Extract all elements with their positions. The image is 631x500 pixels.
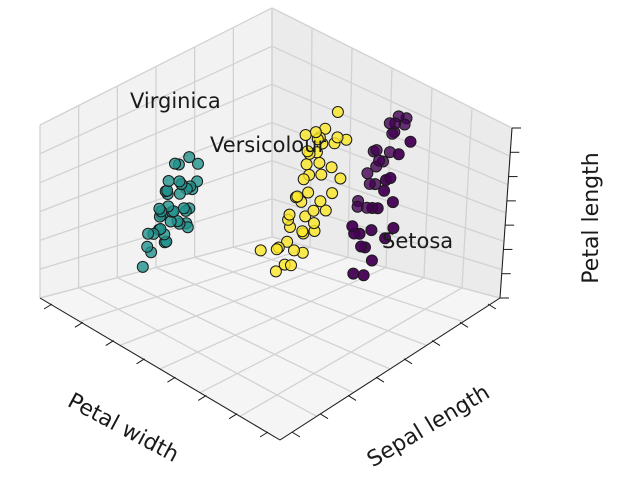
data-point-virginica: [404, 135, 417, 148]
right-pane-grid-line: [271, 45, 511, 157]
data-point-versicolour: [281, 235, 294, 248]
data-point-setosa: [162, 175, 175, 187]
data-point-versicolour: [331, 106, 344, 118]
x-tick: [259, 431, 269, 438]
data-point-versicolour: [313, 156, 326, 169]
data-point-virginica: [383, 117, 396, 130]
floor-grid-line: [271, 236, 501, 299]
data-point-virginica: [357, 269, 370, 282]
data-point-setosa: [161, 184, 174, 197]
y-axis-label: Sepal length: [363, 380, 494, 473]
data-point-virginica: [355, 240, 368, 253]
data-point-virginica: [347, 267, 360, 280]
data-point-setosa: [177, 202, 190, 215]
data-point-versicolour: [296, 225, 309, 238]
y-tick: [403, 358, 413, 365]
data-point-versicolour: [299, 129, 312, 141]
axis-ticks: [39, 127, 521, 441]
y-tick: [291, 431, 301, 438]
data-point-versicolour: [307, 204, 320, 217]
data-point-versicolour: [302, 186, 315, 199]
annotation-setosa: Setosa: [382, 229, 453, 253]
data-point-setosa: [173, 175, 186, 188]
data-point-setosa: [142, 227, 155, 240]
y-tick: [375, 376, 385, 383]
data-point-virginica: [365, 254, 378, 267]
x-tick: [167, 376, 176, 383]
annotation-versicolour: Versicolour: [210, 133, 326, 157]
data-point-virginica: [379, 232, 392, 245]
data-point-versicolour: [291, 190, 304, 203]
data-point-versicolour: [314, 195, 327, 208]
left-pane-grid-line: [39, 7, 273, 126]
data-point-versicolour: [300, 158, 313, 171]
data-point-versicolour: [319, 204, 332, 217]
annotation-virginica: Virginica: [130, 89, 221, 113]
x-axis-line: [39, 297, 281, 441]
data-point-virginica: [361, 167, 374, 180]
data-point-versicolour: [288, 244, 300, 257]
data-point-versicolour: [334, 172, 347, 185]
data-point-versicolour: [269, 265, 282, 278]
data-points: [136, 106, 417, 282]
data-point-setosa: [141, 240, 154, 253]
data-point-setosa: [173, 187, 186, 200]
x-tick: [228, 413, 238, 420]
data-point-versicolour: [285, 259, 297, 272]
floor-grid-line: [39, 236, 273, 299]
z-axis-label: Petal length: [579, 152, 604, 283]
data-point-virginica: [383, 146, 396, 159]
x-tick: [74, 321, 84, 328]
x-tick: [43, 303, 53, 310]
data-point-setosa: [183, 151, 196, 164]
data-point-virginica: [387, 222, 400, 234]
y-tick: [487, 303, 497, 310]
data-point-setosa: [153, 202, 166, 215]
data-point-virginica: [363, 177, 376, 190]
data-point-virginica: [346, 220, 359, 233]
data-point-virginica: [384, 172, 397, 184]
data-point-virginica: [351, 200, 364, 213]
x-tick: [136, 358, 145, 365]
x-axis-label: Petal width: [63, 389, 182, 468]
y-tick: [459, 321, 469, 328]
data-point-versicolour: [254, 244, 267, 257]
floor-grid-line: [79, 246, 311, 323]
data-point-versicolour: [297, 173, 310, 186]
data-point-versicolour: [315, 168, 328, 181]
data-point-setosa: [169, 157, 181, 170]
data-point-virginica: [378, 184, 391, 197]
data-point-virginica: [370, 144, 383, 157]
data-point-versicolour: [283, 208, 296, 221]
y-tick: [347, 395, 357, 401]
y-axis-line: [279, 297, 501, 441]
data-point-setosa: [136, 260, 149, 273]
data-point-versicolour: [326, 187, 339, 200]
data-point-virginica: [386, 196, 399, 209]
floor-pane: [40, 237, 500, 440]
y-tick: [319, 413, 329, 420]
data-point-setosa: [192, 157, 204, 170]
right-pane-grid-line: [271, 7, 513, 129]
data-point-versicolour: [299, 210, 312, 223]
data-point-virginica: [386, 127, 399, 140]
data-point-versicolour: [331, 131, 344, 144]
data-point-versicolour: [325, 161, 338, 174]
data-point-versicolour: [308, 217, 320, 230]
data-point-versicolour: [270, 243, 283, 256]
y-tick: [431, 340, 441, 346]
data-point-virginica: [365, 224, 378, 237]
z-axis-line: [499, 127, 513, 299]
x-tick: [198, 395, 207, 401]
x-tick: [105, 340, 114, 346]
left-pane-grid-line: [39, 45, 273, 155]
data-point-versicolour: [301, 145, 314, 158]
